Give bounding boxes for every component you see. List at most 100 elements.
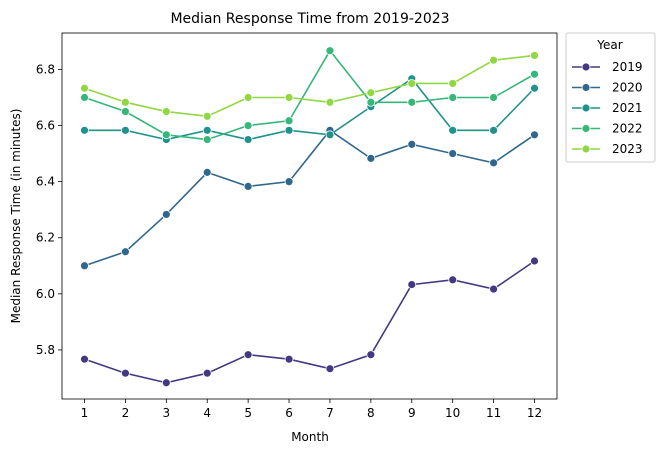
data-point <box>202 125 212 135</box>
y-tick-label: 6.6 <box>36 119 55 133</box>
data-point <box>202 167 212 177</box>
data-point <box>325 364 335 374</box>
data-point <box>489 284 498 294</box>
data-point <box>161 210 171 219</box>
legend-items: 2019 2020 2021 2022 2023 <box>572 60 643 156</box>
legend-item: 2023 <box>572 142 643 156</box>
y-axis-label: Median Response Time (in minutes) <box>9 109 23 324</box>
data-point <box>489 125 498 135</box>
data-point <box>366 153 376 163</box>
data-point <box>80 125 89 135</box>
data-point <box>80 93 89 102</box>
data-point <box>407 139 417 149</box>
data-point <box>530 69 539 79</box>
data-point <box>489 158 498 168</box>
legend-label: 2020 <box>612 81 643 95</box>
series-2019 <box>80 256 539 388</box>
series-line <box>84 260 535 384</box>
data-point <box>121 97 130 107</box>
x-tick-label: 2 <box>122 406 130 420</box>
data-point <box>448 125 458 135</box>
data-point <box>243 93 253 102</box>
data-point <box>121 125 130 135</box>
x-tick-label: 7 <box>326 406 334 420</box>
data-point <box>243 350 253 360</box>
data-point <box>448 149 458 158</box>
y-tick-label: 6.4 <box>36 175 55 189</box>
y-tick-label: 6.2 <box>36 231 55 245</box>
x-tick-label: 1 <box>81 406 89 420</box>
data-point <box>530 83 539 93</box>
chart-title: Median Response Time from 2019-2023 <box>170 11 449 27</box>
data-point <box>284 93 294 102</box>
data-point <box>161 130 171 140</box>
legend: Year 2019 2020 2021 2022 2023 <box>565 32 656 163</box>
data-point <box>448 93 458 102</box>
data-point <box>121 107 130 116</box>
data-point <box>366 88 376 98</box>
x-axis: 1 2 3 4 5 6 7 8 9 10 11 12 <box>81 399 542 420</box>
series-line <box>84 77 536 141</box>
data-point <box>325 130 335 140</box>
x-tick-label: 6 <box>285 406 293 420</box>
y-axis: 5.8 6.0 6.2 6.4 6.6 6.8 <box>36 62 62 357</box>
legend-label: 2022 <box>612 122 643 136</box>
x-tick-label: 11 <box>486 406 501 420</box>
x-tick-label: 12 <box>527 406 542 420</box>
data-point <box>121 247 130 257</box>
data-point <box>202 135 212 144</box>
data-point <box>407 97 417 107</box>
data-point <box>407 79 417 88</box>
data-point <box>284 125 294 135</box>
y-tick-label: 6.8 <box>36 62 55 76</box>
data-point <box>202 368 212 378</box>
data-point <box>325 46 335 56</box>
y-tick-label: 6.0 <box>36 287 55 301</box>
data-point <box>243 135 253 144</box>
x-tick-label: 9 <box>408 406 416 420</box>
legend-swatch-marker <box>581 62 591 72</box>
data-point <box>366 350 376 360</box>
data-point <box>407 280 417 289</box>
legend-item: 2020 <box>572 81 643 95</box>
data-point <box>489 55 498 65</box>
x-tick-label: 10 <box>445 406 460 420</box>
series-2020 <box>80 125 539 271</box>
legend-label: 2019 <box>612 60 643 74</box>
series-line <box>84 54 535 118</box>
y-tick-label: 5.8 <box>36 343 55 357</box>
legend-label: 2023 <box>612 142 643 156</box>
legend-swatch-marker <box>581 144 591 154</box>
data-point <box>325 97 335 107</box>
x-tick-label: 8 <box>367 406 375 420</box>
legend-title: Year <box>596 38 622 52</box>
x-tick-label: 5 <box>244 406 252 420</box>
data-point <box>448 275 458 285</box>
series-layer <box>80 46 539 388</box>
legend-swatch-marker <box>581 103 591 113</box>
x-tick-label: 3 <box>162 406 170 420</box>
data-point <box>284 354 294 364</box>
series-2022 <box>80 46 539 144</box>
data-point <box>121 368 130 378</box>
data-point <box>530 51 539 60</box>
legend-item: 2019 <box>572 60 643 74</box>
legend-label: 2021 <box>612 101 643 115</box>
data-point <box>243 121 253 130</box>
data-point <box>80 354 89 364</box>
data-point <box>530 130 539 140</box>
x-tick-label: 4 <box>203 406 211 420</box>
legend-swatch-marker <box>581 83 591 92</box>
series-2023 <box>80 51 539 121</box>
data-point <box>366 97 376 107</box>
legend-swatch-marker <box>581 124 591 133</box>
series-line <box>84 129 535 267</box>
data-point <box>489 93 498 102</box>
data-point <box>80 83 89 93</box>
data-point <box>243 182 253 191</box>
data-point <box>284 177 294 187</box>
data-point <box>202 111 212 121</box>
plot-area <box>61 32 558 400</box>
legend-item: 2021 <box>572 101 643 115</box>
